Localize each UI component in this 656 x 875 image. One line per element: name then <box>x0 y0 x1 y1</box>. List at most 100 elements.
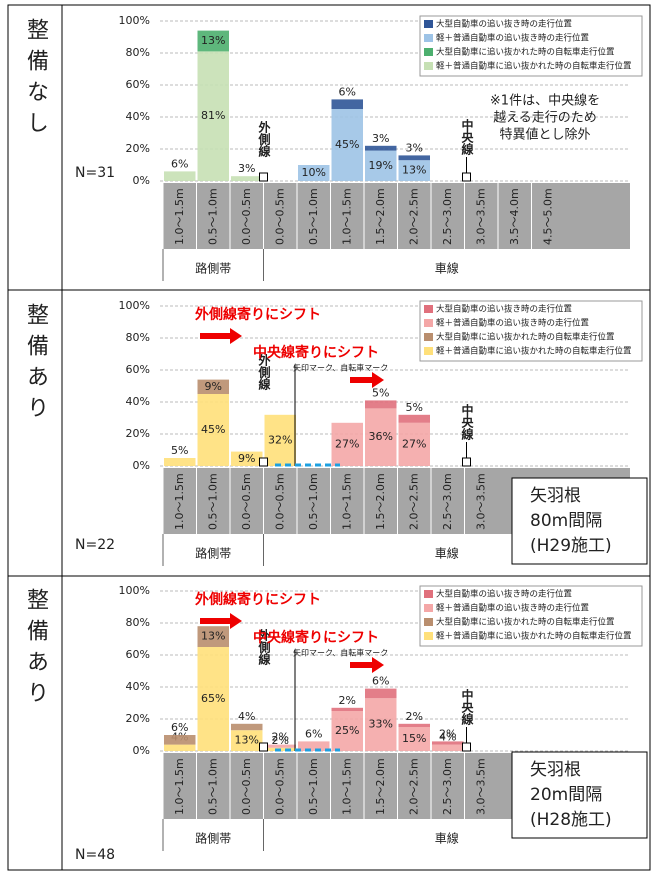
y-tick-label: 0% <box>133 744 150 757</box>
bar-segment <box>331 422 363 466</box>
data-label: 19% <box>369 159 393 172</box>
bar-segment <box>231 176 263 181</box>
shift-label: 外側線寄りにシフト <box>195 306 321 323</box>
y-tick-label: 60% <box>126 363 150 376</box>
data-label: 5% <box>171 444 188 457</box>
y-tick-label: 60% <box>126 78 150 91</box>
outer-line-label: 外側線 <box>257 628 271 666</box>
x-tick-label: 1.5～2.0m <box>374 758 387 815</box>
data-label: 15% <box>402 732 426 745</box>
bar-segment <box>164 458 196 466</box>
x-tick-label: 0.5～1.0m <box>206 758 219 815</box>
legend-label: 大型自動車の追い抜き時の走行位置 <box>436 304 573 315</box>
legend-swatch <box>424 62 433 70</box>
legend-label: 大型自動車の追い抜き時の走行位置 <box>436 589 573 600</box>
group-label: 車線 <box>435 261 459 276</box>
bar-segment <box>331 99 363 109</box>
bar-segment <box>432 741 464 745</box>
bar-segment <box>197 626 229 647</box>
x-tick-label: 0.0～0.5m <box>273 758 286 815</box>
data-label: 3% <box>406 141 423 154</box>
bar-segment <box>365 400 397 409</box>
data-label: 5% <box>406 401 423 414</box>
legend-label: 軽＋普通自動車の追い抜き時の走行位置 <box>436 318 590 329</box>
legend-swatch <box>424 305 433 313</box>
y-tick-label: 0% <box>133 174 150 187</box>
outer-line-marker <box>259 457 268 467</box>
data-label: 81% <box>201 109 225 122</box>
legend-label: 大型自動車に追い抜かれた時の自転車走行位置 <box>436 47 615 58</box>
x-tick-label: 1.0～1.5m <box>173 758 186 815</box>
marker-label: 矢印マーク、自転車マーク <box>293 648 388 658</box>
data-label: 6% <box>171 721 188 734</box>
frame <box>7 4 651 871</box>
y-tick-label: 60% <box>126 648 150 661</box>
x-tick-label: 0.0～0.5m <box>273 473 286 530</box>
data-label: 2% <box>272 734 289 747</box>
data-label: 4% <box>439 731 456 744</box>
bar-segment <box>264 744 296 748</box>
y-tick-label: 20% <box>126 427 150 440</box>
data-label: 6% <box>305 727 322 740</box>
outer-line-label: 外側線 <box>257 120 271 158</box>
x-tick-label: 2.5～3.0m <box>441 473 454 530</box>
bar-segment <box>365 698 397 751</box>
x-tick-label: 1.0～1.5m <box>340 188 353 245</box>
bar-segment <box>398 155 430 161</box>
legend-swatch <box>424 590 433 598</box>
y-tick-label: 40% <box>126 395 150 408</box>
shift-arrow <box>350 657 384 673</box>
x-tick-label: 1.0～1.5m <box>173 188 186 245</box>
data-label: 5% <box>372 386 389 399</box>
x-tick-label: 1.0～1.5m <box>173 473 186 530</box>
x-tick-label: 2.5～3.0m <box>441 188 454 245</box>
side-label: 整備なし <box>23 18 49 142</box>
outer-line-marker <box>259 172 268 182</box>
data-label: 4% <box>238 710 255 723</box>
group-label: 路側帯 <box>195 546 231 561</box>
bar-segment <box>164 735 196 745</box>
x-tick-label: 3.5～4.0m <box>508 188 521 245</box>
legend-label: 軽＋普通自動車に追い抜かれた時の自転車走行位置 <box>436 61 632 72</box>
center-line-label: 中央線 <box>460 403 474 441</box>
bar-segment <box>398 727 430 751</box>
x-tick-label: 1.5～2.0m <box>374 188 387 245</box>
bar-segment <box>398 422 430 466</box>
data-label: 10% <box>302 166 326 179</box>
data-label: 9% <box>205 380 222 393</box>
shift-label: 中央線寄りにシフト <box>253 344 379 361</box>
y-tick-label: 20% <box>126 712 150 725</box>
bar-segment <box>331 109 363 181</box>
legend-swatch <box>424 48 433 56</box>
group-label: 路側帯 <box>195 261 231 276</box>
legend-swatch <box>424 604 433 612</box>
data-label: 45% <box>201 423 225 436</box>
center-line-marker <box>462 172 471 182</box>
bar-segment <box>365 145 397 151</box>
legend-swatch <box>424 618 433 626</box>
data-label: 2% <box>339 694 356 707</box>
group-label: 車線 <box>435 831 459 846</box>
group-label: 車線 <box>435 546 459 561</box>
bar-segment <box>398 414 430 423</box>
x-tick-label: 0.5～1.0m <box>206 473 219 530</box>
y-tick-label: 40% <box>126 680 150 693</box>
bar-segment <box>197 394 229 466</box>
data-label: 36% <box>369 430 393 443</box>
bar-segment <box>197 51 229 182</box>
legend-box <box>419 585 643 647</box>
bar-segment <box>365 408 397 466</box>
data-label: 27% <box>402 437 426 450</box>
y-tick-label: 100% <box>119 584 150 597</box>
legend-swatch <box>424 333 433 341</box>
x-tick-label: 3.0～3.5m <box>474 473 487 530</box>
x-tick-label: 0.5～1.0m <box>307 473 320 530</box>
bar-segment <box>264 414 296 466</box>
bar-segment <box>331 711 363 751</box>
info-box-line: 80m間隔 <box>530 511 602 531</box>
n-label: N=22 <box>75 537 115 553</box>
x-tick-label: 0.0～0.5m <box>273 188 286 245</box>
x-tick-label: 4.5～5.0m <box>541 188 554 245</box>
legend-swatch <box>424 632 433 640</box>
